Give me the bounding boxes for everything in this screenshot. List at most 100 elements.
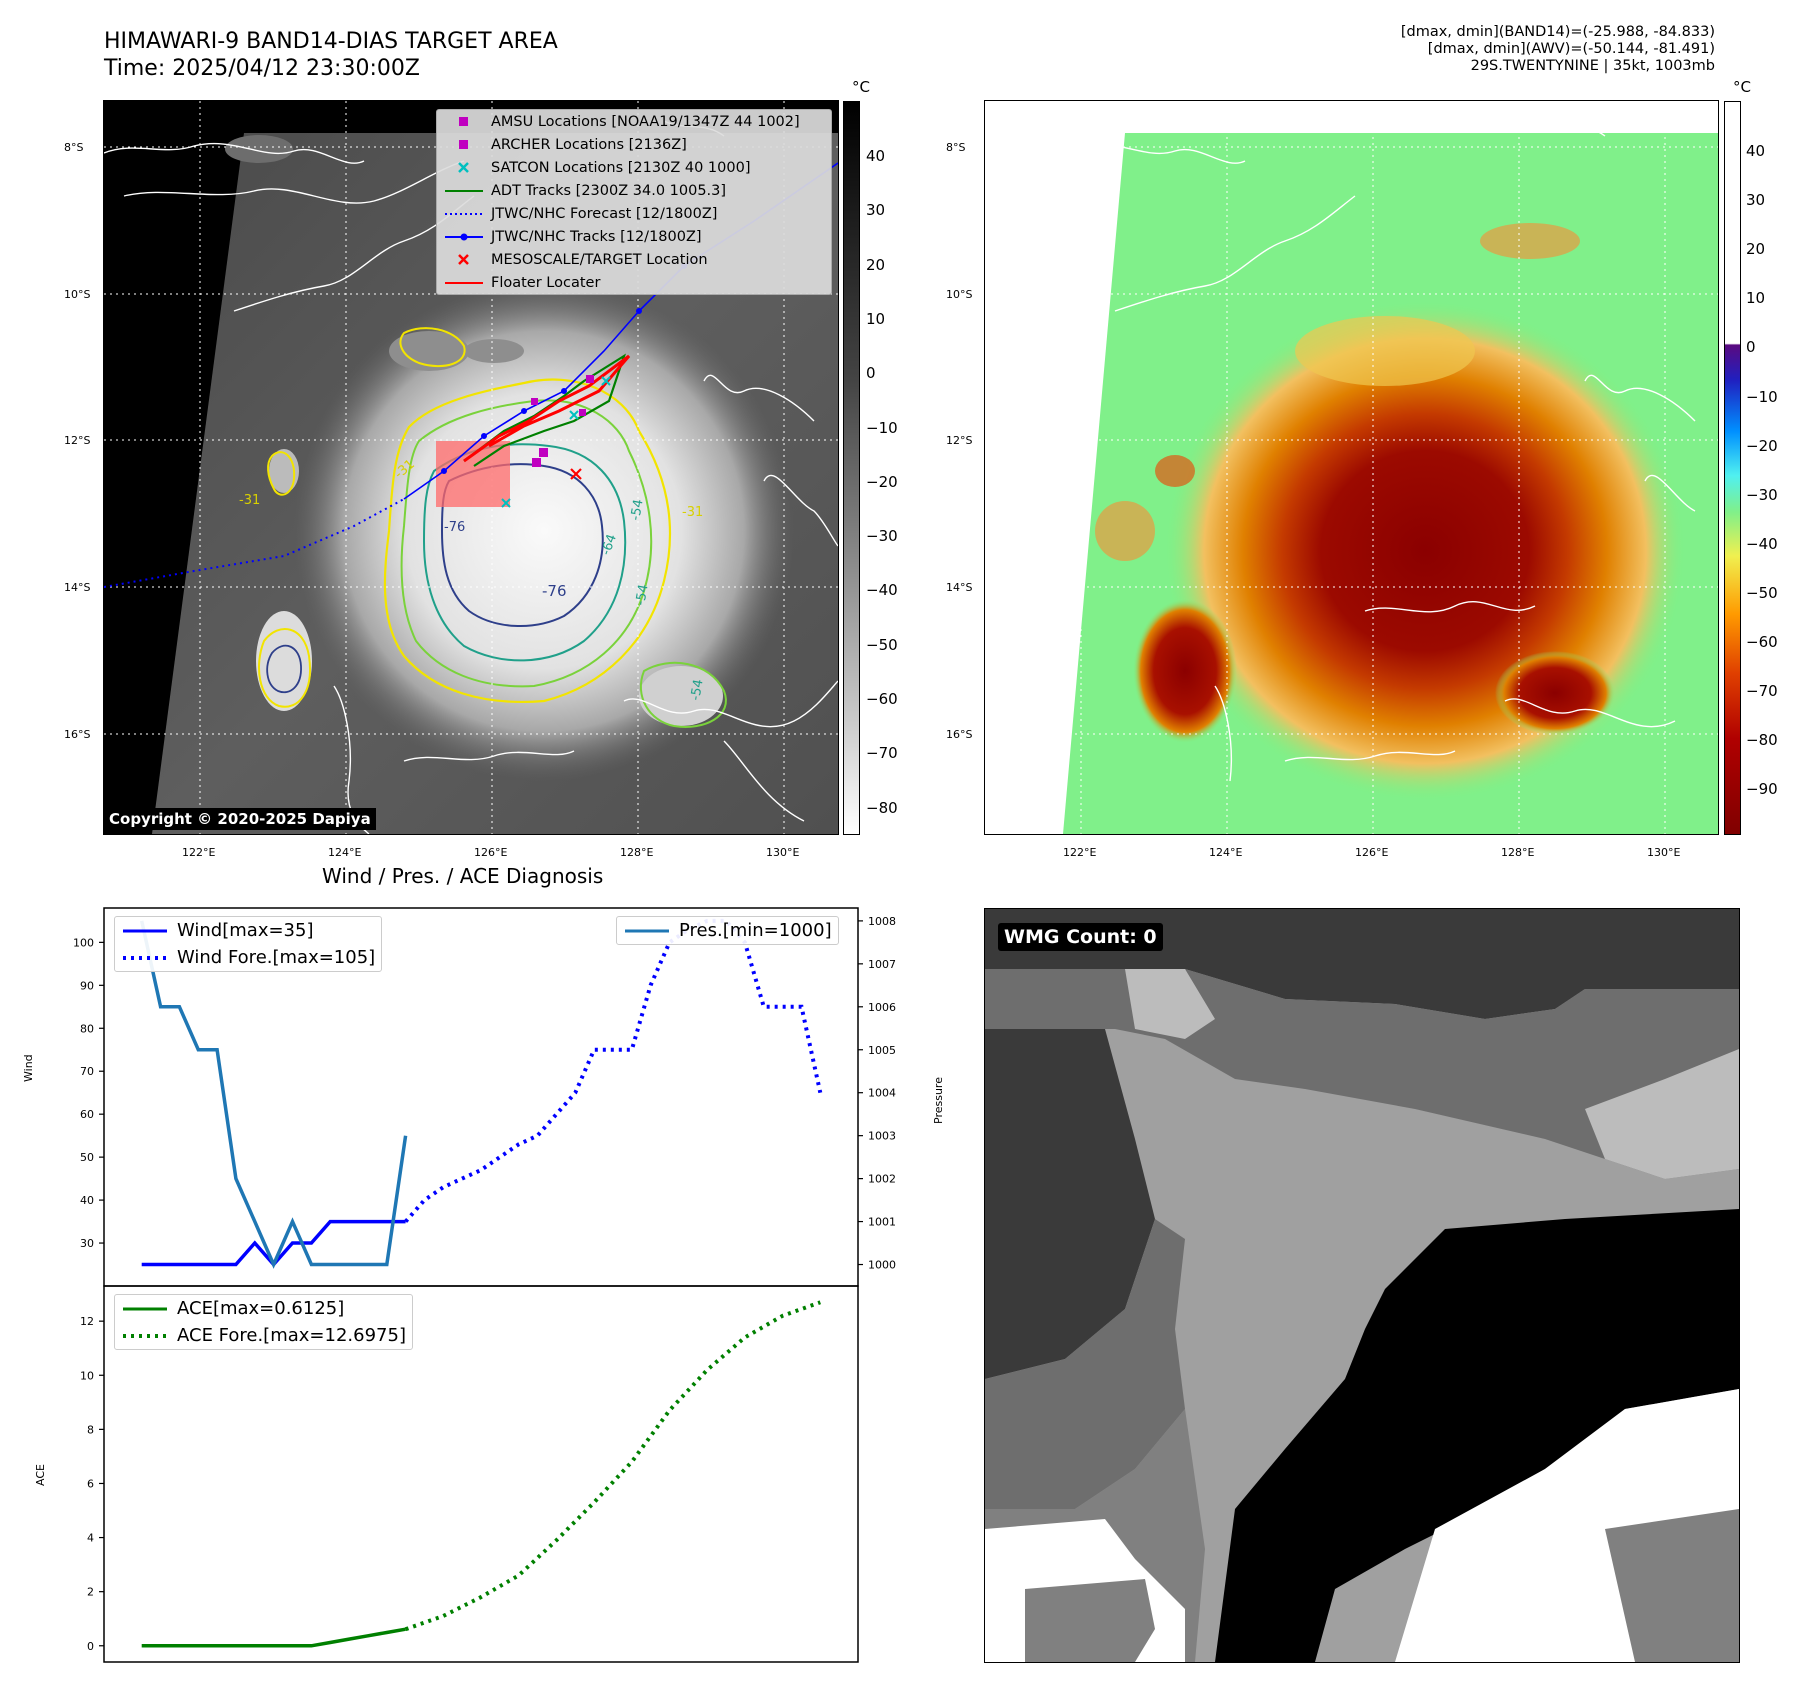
- wind-axis-label: Wind: [22, 1054, 35, 1082]
- pressure-layer: 1008 1007 1006 1005 1004 1003 1002 1001 1000: [139, 915, 896, 1272]
- colorbar-tick: −90: [1746, 780, 1778, 799]
- floater-track: [463, 354, 631, 463]
- ace-tick-label: 6: [87, 1477, 94, 1490]
- legend-symbol: [459, 139, 468, 149]
- ace-legend-label: ACE[max=0.6125]: [177, 1298, 345, 1319]
- legend-symbol: [445, 189, 483, 192]
- target-marker: [570, 468, 582, 480]
- pressure-series-line: [139, 920, 408, 1269]
- colorbar-tick: 0: [866, 364, 876, 383]
- figure-title: HIMAWARI-9 BAND14-DIAS TARGET AREA Time:…: [104, 28, 558, 82]
- legend-item: MESOSCALE/TARGET Location: [437, 248, 831, 271]
- lon-label: 126°E: [1355, 846, 1389, 859]
- lon-label: 130°E: [766, 846, 800, 859]
- lat-label: 14°S: [64, 581, 91, 594]
- satcon-markers: [501, 376, 611, 508]
- legend-label: ADT Tracks [2300Z 34.0 1005.3]: [491, 182, 727, 199]
- ace-forecast-legend-label: ACE Fore.[max=12.6975]: [177, 1325, 406, 1346]
- cloud-cell-se: [639, 666, 723, 726]
- ir-colorbar: [843, 101, 860, 835]
- amsu-archer-markers: [531, 375, 594, 467]
- colorbar-tick: −10: [1746, 387, 1778, 406]
- copyright-label: Copyright © 2020-2025 Dapiya: [104, 808, 376, 830]
- contour-label: -76: [444, 520, 465, 535]
- ace-series-line: [141, 1627, 406, 1648]
- wind-tick-label: 70: [80, 1065, 94, 1078]
- lat-label: 16°S: [946, 728, 973, 741]
- contour-label: -54: [633, 583, 651, 607]
- lat-label: 10°S: [946, 288, 973, 301]
- legend-label: JTWC/NHC Tracks [12/1800Z]: [491, 228, 702, 245]
- legend-item: Floater Locater: [437, 271, 831, 294]
- wind-tick-label: 40: [80, 1194, 94, 1207]
- contour-label: -76: [542, 582, 567, 600]
- legend-symbol: [458, 161, 469, 173]
- summary-line-1: [dmax, dmin](BAND14)=(-25.988, -84.833): [1400, 24, 1715, 40]
- storm-summary: [dmax, dmin](BAND14)=(-25.988, -84.833) …: [1401, 24, 1715, 75]
- pressure-tick-label: 1005: [868, 1044, 896, 1057]
- ir-colorbar-unit: °C: [852, 78, 870, 96]
- ace-axis-label: ACE: [34, 1464, 47, 1486]
- contour-minus31: [383, 378, 672, 703]
- contour-minus40: [400, 399, 653, 688]
- pressure-tick-label: 1000: [868, 1259, 896, 1272]
- ace-forecast-series-line: [404, 1300, 821, 1632]
- colorbar-tick: 20: [1746, 240, 1766, 259]
- colorbar-tick: −70: [866, 744, 898, 763]
- ace-tick-label: 2: [87, 1586, 94, 1599]
- floater-box: [436, 441, 510, 507]
- awv-colorbar-unit: °C: [1733, 78, 1751, 96]
- wind-tick-label: 60: [80, 1108, 94, 1121]
- legend-item: JTWC/NHC Tracks [12/1800Z]: [437, 225, 831, 248]
- lat-label: 14°S: [946, 581, 973, 594]
- lon-label: 124°E: [1209, 846, 1243, 859]
- wmg-panel: WMG Count: 0: [985, 909, 1739, 1662]
- contour-minus76: [440, 463, 604, 628]
- ace-layer: 12 10 8 6 4 2 0: [80, 1300, 821, 1653]
- cloud-mass: [294, 281, 794, 781]
- pressure-tick-label: 1002: [868, 1173, 896, 1186]
- lon-label: 128°E: [1501, 846, 1535, 859]
- wind-tick-label: 30: [80, 1237, 94, 1250]
- colorbar-tick: 30: [866, 201, 886, 220]
- lat-label: 12°S: [946, 434, 973, 447]
- pressure-tick-label: 1008: [868, 915, 896, 928]
- wmg-frame: [984, 908, 1740, 1663]
- legend-symbol: [445, 233, 483, 240]
- wind-forecast-legend-label: Wind Fore.[max=105]: [177, 947, 376, 968]
- lon-label: 126°E: [474, 846, 508, 859]
- ace-tick-label: 8: [87, 1423, 94, 1436]
- ace-axes: [103, 1285, 859, 1663]
- title-line-1: HIMAWARI-9 BAND14-DIAS TARGET AREA: [104, 29, 558, 54]
- wmg-raster: [985, 909, 1739, 1662]
- lat-label: 12°S: [64, 434, 91, 447]
- colorbar-tick: −50: [866, 635, 898, 654]
- colorbar-tick: −30: [1746, 485, 1778, 504]
- jtwc-forecast-track: [103, 498, 405, 588]
- lat-label: 16°S: [64, 728, 91, 741]
- pressure-tick-label: 1004: [868, 1087, 896, 1100]
- awv-coastlines: [984, 120, 1696, 782]
- colorbar-tick: −50: [1746, 583, 1778, 602]
- contour-label: -31: [239, 493, 260, 508]
- lon-label: 128°E: [620, 846, 654, 859]
- legend-symbol: [458, 253, 469, 265]
- colorbar-tick: −80: [1746, 731, 1778, 750]
- pressure-axis-label: Pressure: [932, 1077, 945, 1124]
- colorbar-tick: −40: [1746, 534, 1778, 553]
- lon-label: 122°E: [1063, 846, 1097, 859]
- colorbar-tick: −20: [1746, 436, 1778, 455]
- awv-map-frame: [984, 100, 1719, 835]
- legend-label: AMSU Locations [NOAA19/1347Z 44 1002]: [491, 113, 800, 130]
- colorbar-tick: 20: [866, 255, 886, 274]
- colorbar-tick: −60: [866, 690, 898, 708]
- colorbar-tick: −20: [866, 472, 898, 491]
- wind-tick-label: 100: [73, 936, 94, 949]
- lat-label: 8°S: [64, 141, 84, 154]
- title-line-2: Time: 2025/04/12 23:30:00Z: [104, 56, 420, 81]
- colorbar-tick: 40: [866, 147, 886, 165]
- ace-tick-label: 12: [80, 1315, 94, 1328]
- colorbar-tick: −30: [866, 527, 898, 546]
- legend-item: ADT Tracks [2300Z 34.0 1005.3]: [437, 179, 831, 202]
